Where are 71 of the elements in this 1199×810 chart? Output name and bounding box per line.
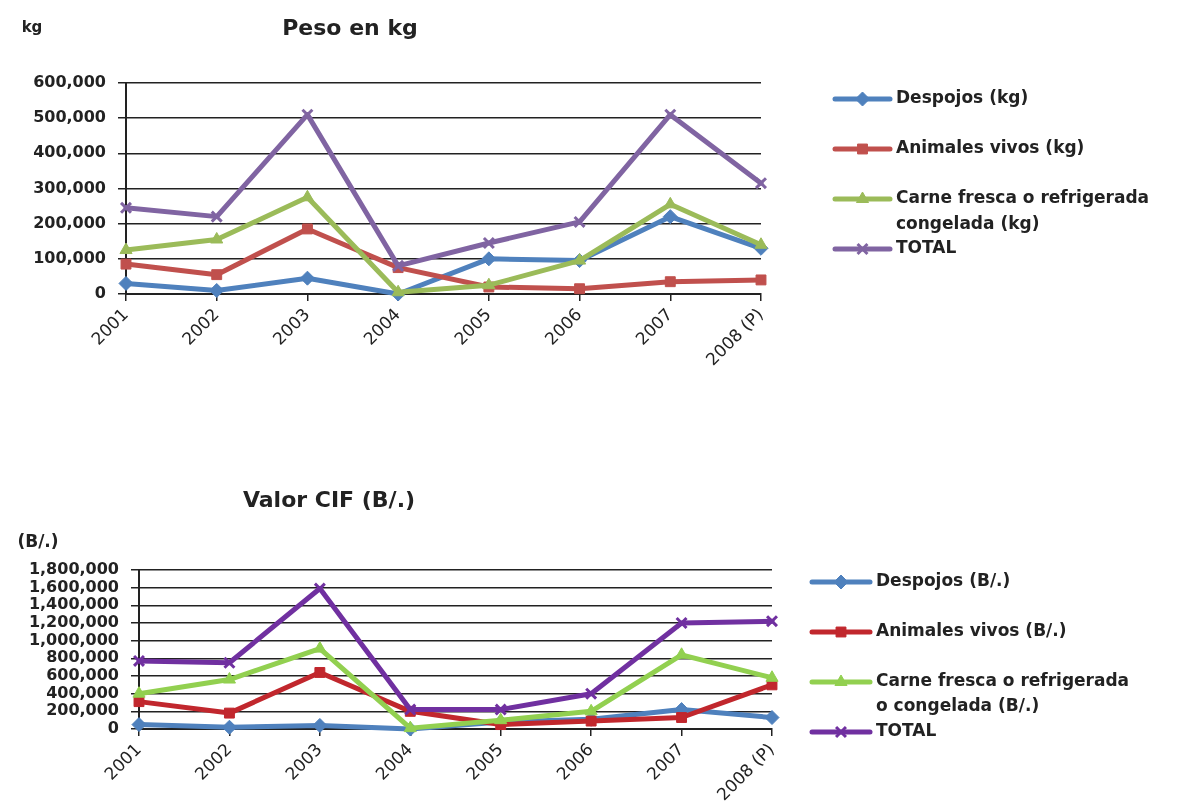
point [663,108,677,122]
point [574,283,586,295]
point [223,707,235,719]
point [764,710,780,726]
y-tick-label: 1,800,000 [28,559,119,579]
legend-label: Despojos (kg) [896,87,1029,108]
point [299,270,315,286]
point [664,276,676,288]
legend-label: Carne fresca o refrigerada congelada (kg) [896,187,1150,234]
point [210,231,224,244]
chart-title: Peso en kg [282,14,418,41]
point [765,670,779,682]
y-axis-title: (B/.) [17,530,59,551]
point [494,703,508,717]
point [754,176,768,190]
legend-label: Carne fresca o refrigerada o congelada (B/.) [876,670,1130,716]
y-tick-label: 1,200,000 [28,612,119,632]
point [482,277,496,290]
point [313,641,327,653]
y-tick-label: 1,600,000 [28,576,119,596]
point [222,672,236,684]
y-tick-label: 0 [107,718,119,738]
point [391,284,405,297]
y-tick-label: 100,000 [33,247,106,267]
point [573,253,587,265]
point [585,715,597,727]
point [210,210,224,224]
point [584,687,598,701]
point [584,703,598,716]
point [119,201,133,215]
legend-label: TOTAL [896,237,957,258]
y-tick-label: 400,000 [33,142,106,162]
legend-label: Despojos (B/.) [876,570,1011,591]
point [222,656,236,670]
point [662,209,678,225]
point [403,720,417,733]
y-tick-label: 800,000 [46,647,119,667]
y-tick-label: 300,000 [33,177,106,197]
point [755,274,767,286]
point [131,717,147,733]
legend-label: Animales vivos (kg) [896,137,1085,158]
point [118,275,134,291]
point [676,712,688,723]
point [765,614,779,628]
legend-label: Animales vivos (B/.) [876,620,1067,641]
y-tick-label: 1,000,000 [28,629,119,649]
y-tick-label: 600,000 [33,72,106,92]
y-tick-label: 400,000 [46,682,119,702]
y-tick-label: 500,000 [33,107,106,127]
point [313,582,327,595]
point [312,717,328,733]
point [675,616,689,630]
point [211,269,223,281]
y-tick-label: 200,000 [33,212,106,232]
point [573,215,587,229]
y-tick-label: 200,000 [46,700,119,720]
point [494,712,508,725]
y-tick-label: 0 [94,283,106,303]
y-tick-label: 600,000 [46,665,119,685]
point [482,236,496,250]
point [209,282,225,298]
y-tick-label: 1,400,000 [28,594,119,614]
chart-title: Valor CIF (B/.) [242,486,416,513]
y-axis-title: kg [21,17,43,36]
point [301,223,313,235]
point [663,196,677,209]
point [754,237,768,249]
point [314,667,326,678]
point [119,242,133,255]
legend-label: TOTAL [876,720,937,741]
point [675,647,689,659]
